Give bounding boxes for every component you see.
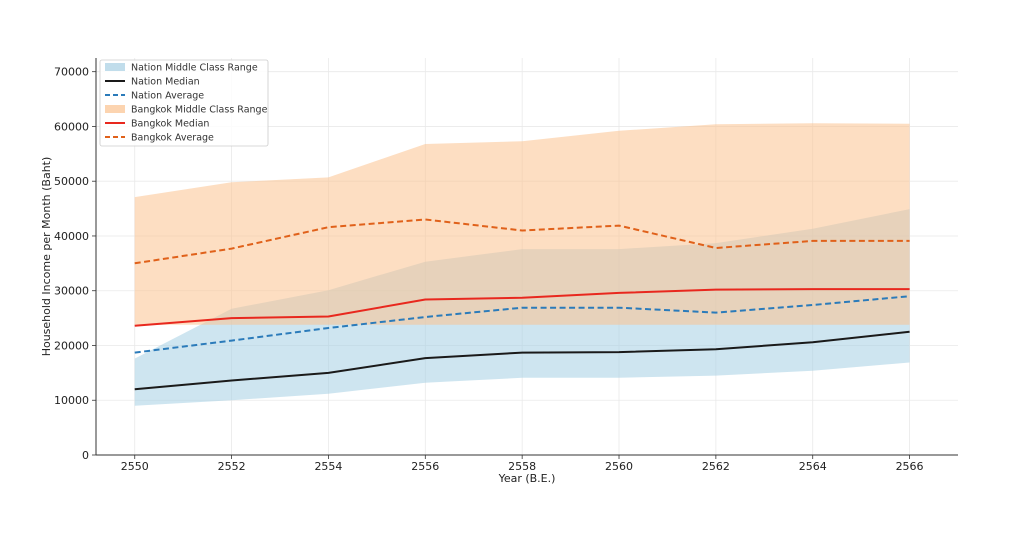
bangkok-median-line [134,288,910,327]
legend: Nation Middle Class Range Nation Median Na… [99,59,269,147]
bangkok-average-line [134,218,910,265]
legend-label: Bangkok Average [131,132,214,143]
legend-label: Bangkok Middle Class Range [131,104,268,115]
y-tick-label: 30000 [54,285,89,298]
nation-middle-class-range-legend-swatch [105,63,125,71]
x-axis-title: Year (B.E.) [498,472,556,485]
axis-layer: 2550 2552 2554 2556 2558 2560 2562 2564 2566 0 100… [54,58,958,473]
x-tick-label: 2550 [121,460,149,473]
y-tick-label: 70000 [54,66,89,79]
x-tick-label: 2562 [702,460,730,473]
y-tick-label: 40000 [54,230,89,243]
band-layer [134,123,910,406]
y-tick-label: 10000 [54,394,89,407]
y-tick-label: 0 [82,449,89,462]
x-tick-label: 2564 [799,460,827,473]
nation-median-line [134,330,910,391]
x-tick-label: 2558 [508,460,536,473]
x-tick-label: 2554 [314,460,342,473]
bangkok-middle-class-range-band [134,123,910,325]
y-tick-label: 60000 [54,120,89,133]
legend-label: Nation Average [131,90,204,101]
y-tick-label: 50000 [54,175,89,188]
x-tick-label: 2552 [218,460,246,473]
x-tick-label: 2556 [411,460,439,473]
x-tick-label: 2566 [896,460,924,473]
y-tick-label: 20000 [54,339,89,352]
legend-label: Nation Middle Class Range [131,62,258,73]
legend-box [99,59,269,147]
series-layer [134,218,910,391]
bangkok-middle-class-range-legend-swatch [105,105,125,113]
nation-average-line [134,295,910,354]
legend-label: Nation Median [131,76,200,87]
y-axis-title: Household Income per Month (Baht) [40,157,53,357]
x-tick-label: 2560 [605,460,633,473]
legend-label: Bangkok Median [131,118,209,129]
